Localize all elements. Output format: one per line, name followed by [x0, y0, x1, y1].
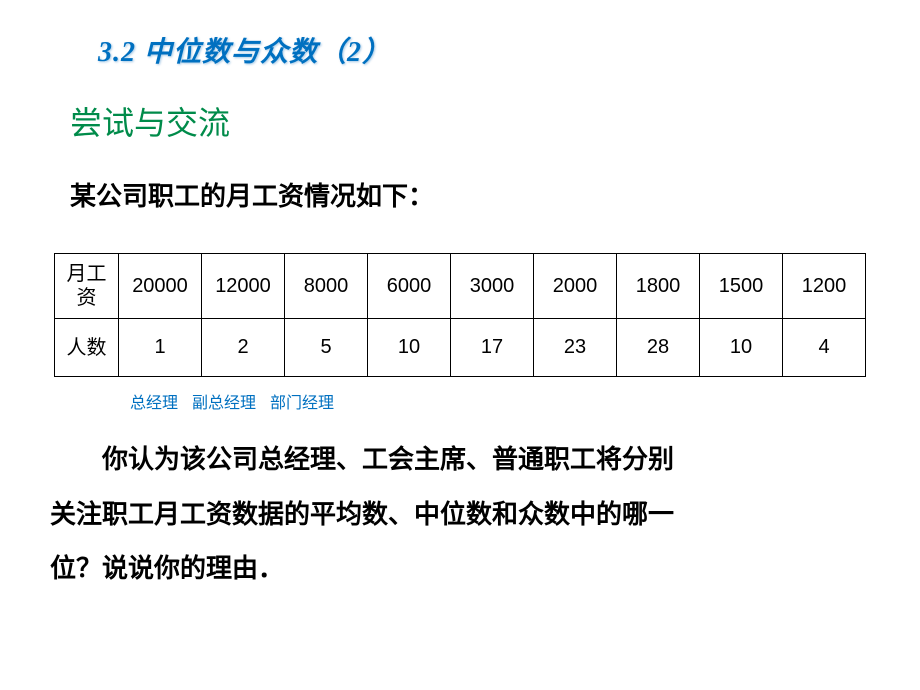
salary-table: 月工资 20000 12000 8000 6000 3000 2000 1800…: [54, 253, 866, 377]
salary-table-wrapper: 月工资 20000 12000 8000 6000 3000 2000 1800…: [50, 253, 870, 377]
slide-title: 3.2 中位数与众数（2）: [98, 30, 870, 70]
table-cell: 5: [285, 319, 368, 377]
table-cell: 2000: [534, 254, 617, 319]
question-text: 你认为该公司总经理、工会主席、普通职工将分别 关注职工月工资数据的平均数、中位数…: [50, 433, 870, 597]
slide-container: 3.2 中位数与众数（2） 尝试与交流 某公司职工的月工资情况如下： 月工资 2…: [0, 0, 920, 690]
table-cell: 17: [451, 319, 534, 377]
table-cell: 8000: [285, 254, 368, 319]
table-cell: 3000: [451, 254, 534, 319]
role-label: 总经理: [130, 395, 178, 412]
roles-labels: 总经理 副总经理 部门经理: [130, 389, 870, 413]
intro-text: 某公司职工的月工资情况如下：: [70, 176, 870, 213]
table-row: 人数 1 2 5 10 17 23 28 10 4: [55, 319, 866, 377]
table-cell: 23: [534, 319, 617, 377]
table-cell: 20000: [119, 254, 202, 319]
role-label: 部门经理: [270, 395, 334, 412]
question-line: 你认为该公司总经理、工会主席、普通职工将分别: [102, 445, 674, 474]
question-line: 关注职工月工资数据的平均数、中位数和众数中的哪一: [50, 500, 674, 529]
table-cell: 2: [202, 319, 285, 377]
table-cell: 1200: [783, 254, 866, 319]
role-label: 副总经理: [192, 395, 256, 412]
table-cell: 10: [700, 319, 783, 377]
table-cell: 12000: [202, 254, 285, 319]
table-cell: 1500: [700, 254, 783, 319]
table-cell: 4: [783, 319, 866, 377]
table-row: 月工资 20000 12000 8000 6000 3000 2000 1800…: [55, 254, 866, 319]
slide-subtitle: 尝试与交流: [70, 98, 870, 144]
table-cell: 1: [119, 319, 202, 377]
table-cell: 10: [368, 319, 451, 377]
question-line: 位？说说你的理由．: [50, 554, 284, 583]
table-cell: 1800: [617, 254, 700, 319]
row-header-salary: 月工资: [55, 254, 119, 319]
table-cell: 28: [617, 319, 700, 377]
table-cell: 6000: [368, 254, 451, 319]
row-header-count: 人数: [55, 319, 119, 377]
